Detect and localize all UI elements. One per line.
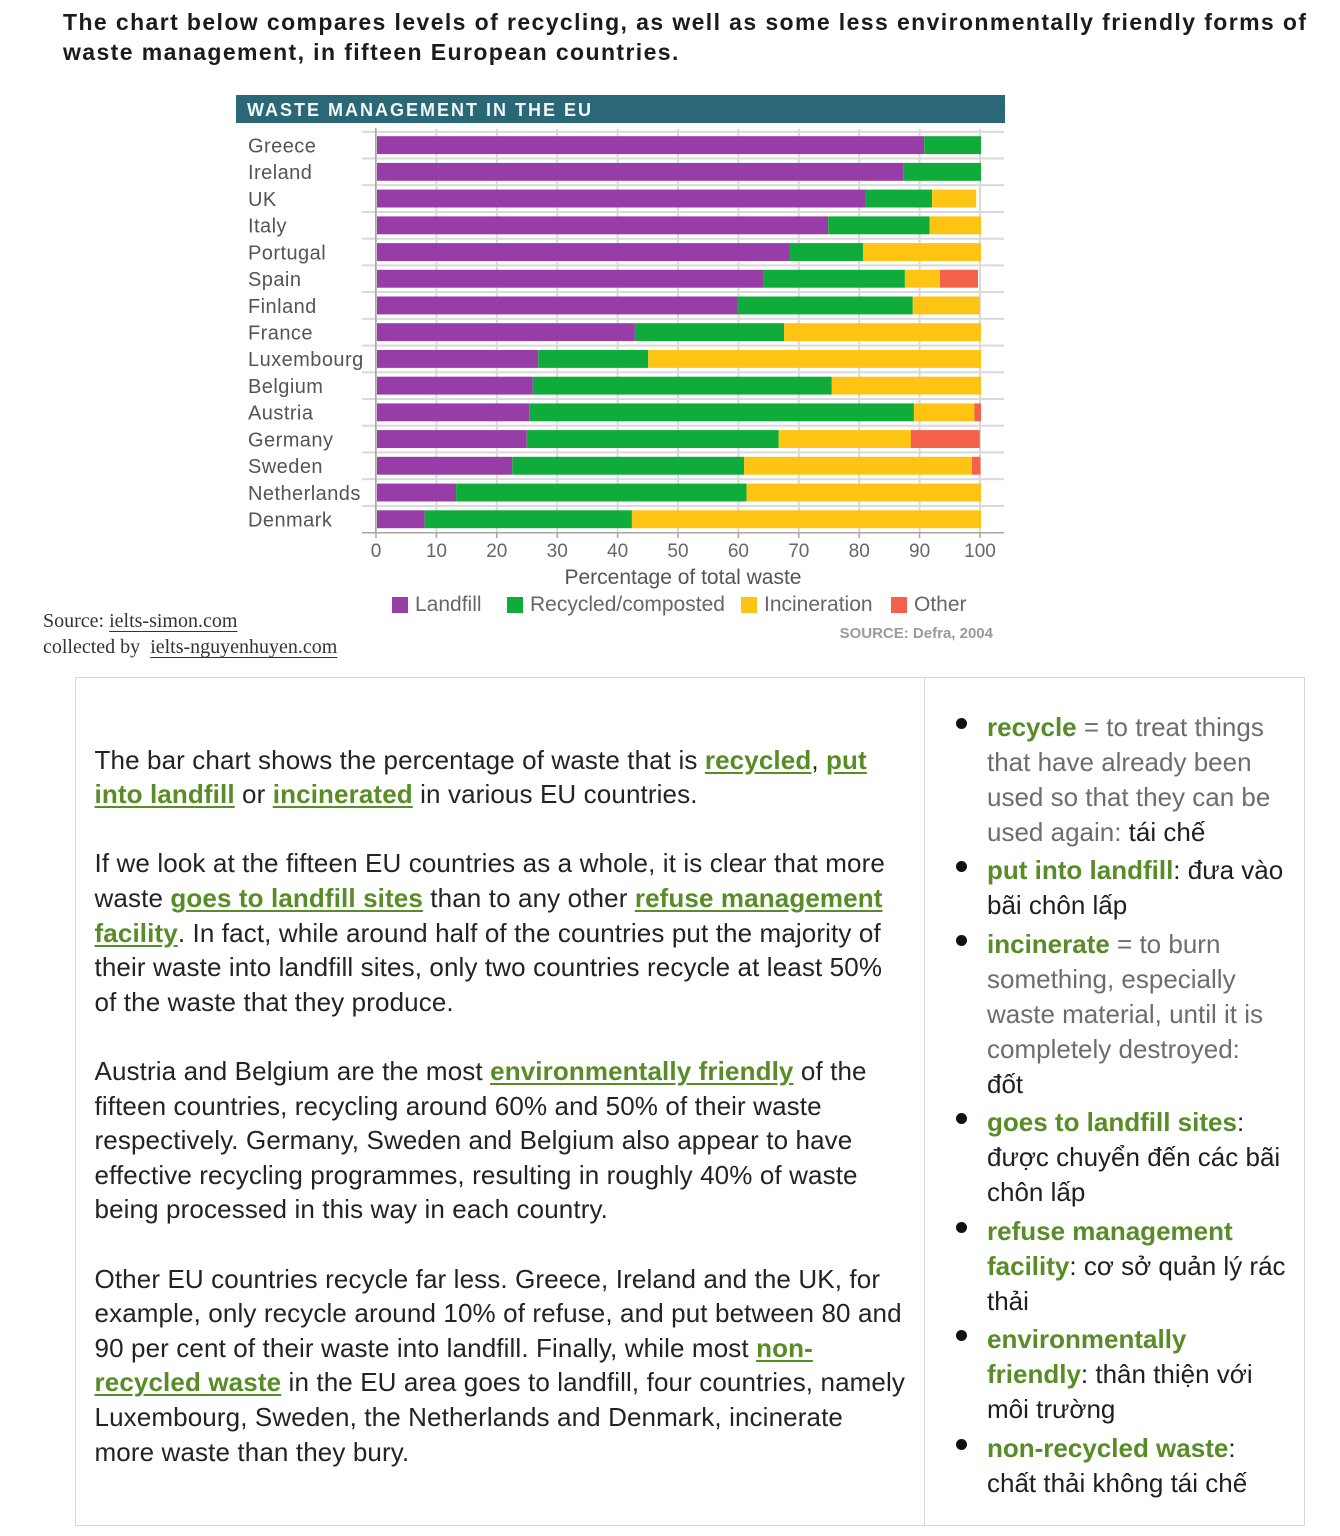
svg-text:Portugal: Portugal xyxy=(248,242,326,264)
svg-text:Netherlands: Netherlands xyxy=(248,483,361,505)
svg-text:Landfill: Landfill xyxy=(415,593,482,616)
svg-text:Luxembourg: Luxembourg xyxy=(248,349,364,371)
svg-text:Percentage of total waste: Percentage of total waste xyxy=(565,566,802,589)
svg-text:Spain: Spain xyxy=(248,269,301,291)
svg-text:Italy: Italy xyxy=(248,216,287,238)
svg-text:50: 50 xyxy=(667,541,688,562)
svg-text:80: 80 xyxy=(849,541,870,562)
svg-text:France: France xyxy=(248,323,313,345)
svg-text:Sweden: Sweden xyxy=(248,456,323,478)
svg-text:SOURCE: Defra, 2004: SOURCE: Defra, 2004 xyxy=(840,625,994,642)
svg-text:30: 30 xyxy=(547,541,568,562)
svg-text:70: 70 xyxy=(788,541,809,562)
svg-text:Ireland: Ireland xyxy=(248,162,312,184)
svg-text:100: 100 xyxy=(964,541,996,562)
svg-text:40: 40 xyxy=(607,541,628,562)
svg-text:Austria: Austria xyxy=(248,403,314,425)
svg-text:Greece: Greece xyxy=(248,135,316,157)
svg-text:Denmark: Denmark xyxy=(248,510,333,532)
svg-text:Other: Other xyxy=(914,593,967,616)
svg-text:WASTE MANAGEMENT IN THE EU: WASTE MANAGEMENT IN THE EU xyxy=(247,100,593,120)
svg-text:Finland: Finland xyxy=(248,296,317,318)
svg-text:Recycled/composted: Recycled/composted xyxy=(530,593,725,616)
svg-text:10: 10 xyxy=(426,541,447,562)
svg-text:Germany: Germany xyxy=(248,429,333,451)
svg-text:90: 90 xyxy=(909,541,930,562)
svg-text:60: 60 xyxy=(728,541,749,562)
svg-text:0: 0 xyxy=(371,541,382,562)
svg-text:UK: UK xyxy=(248,189,277,211)
svg-text:20: 20 xyxy=(486,541,507,562)
svg-text:Belgium: Belgium xyxy=(248,376,323,398)
svg-text:Incineration: Incineration xyxy=(764,593,873,616)
